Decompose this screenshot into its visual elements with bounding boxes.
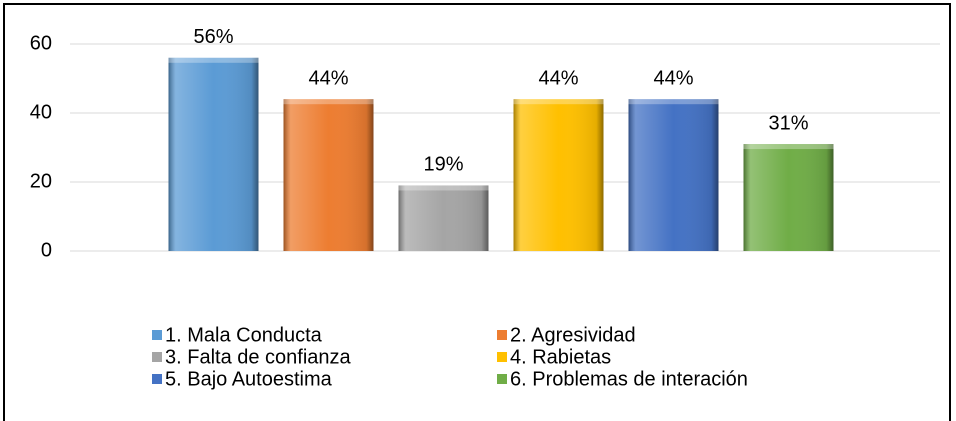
data-label: 31%: [768, 112, 808, 134]
legend-swatch: [497, 374, 507, 384]
y-tick-label: 40: [30, 101, 52, 123]
data-label: 44%: [538, 67, 578, 89]
data-label: 56%: [193, 26, 233, 48]
y-tick-label: 60: [30, 32, 52, 54]
bar-top-highlight: [398, 185, 489, 191]
legend-swatch: [152, 330, 162, 340]
bar-top-highlight: [283, 99, 374, 105]
bar-top-highlight: [628, 99, 719, 105]
chart-border: [3, 3, 951, 421]
bar: [628, 99, 719, 251]
bar: [513, 99, 604, 251]
legend-label: 6. Problemas de interación: [510, 368, 748, 390]
y-tick-label: 20: [30, 170, 52, 192]
bar-top-highlight: [513, 99, 604, 105]
legend-label: 2. Agresividad: [510, 324, 636, 346]
bar: [743, 144, 834, 251]
legend-swatch: [152, 352, 162, 362]
bar-top-highlight: [168, 57, 259, 63]
data-label: 19%: [423, 154, 463, 176]
bar-top-highlight: [743, 144, 834, 150]
legend-label: 1. Mala Conducta: [165, 324, 323, 346]
data-label: 44%: [653, 67, 693, 89]
bar: [398, 185, 489, 251]
y-tick-label: 0: [41, 239, 52, 261]
legend-swatch: [497, 330, 507, 340]
legend-label: 4. Rabietas: [510, 346, 611, 368]
bar: [283, 99, 374, 251]
data-label: 44%: [308, 67, 348, 89]
legend-label: 5. Bajo Autoestima: [165, 368, 333, 390]
legend-swatch: [497, 352, 507, 362]
legend-label: 3. Falta de confianza: [165, 346, 352, 368]
legend-swatch: [152, 374, 162, 384]
bar: [168, 57, 259, 251]
